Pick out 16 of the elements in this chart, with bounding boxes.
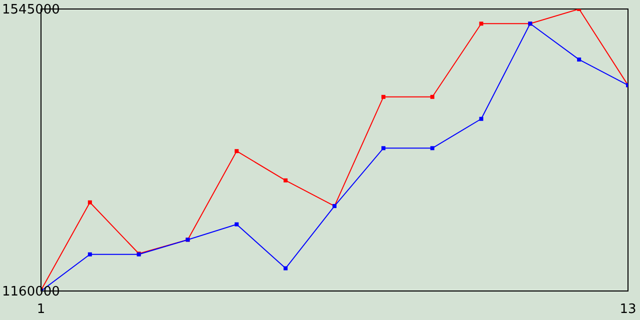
point	[430, 94, 434, 99]
point	[88, 252, 92, 256]
y-tick-label: 1160000	[2, 284, 60, 300]
point	[577, 58, 582, 62]
point	[284, 178, 288, 182]
point	[430, 146, 434, 150]
point	[381, 146, 386, 150]
x-tick-label: 1	[36, 302, 46, 317]
x-tick-label: 13	[620, 302, 636, 317]
point	[381, 94, 386, 99]
point	[479, 22, 484, 26]
point	[234, 222, 239, 226]
point	[479, 116, 484, 121]
point	[234, 149, 239, 154]
point	[284, 266, 288, 270]
point	[88, 200, 92, 204]
